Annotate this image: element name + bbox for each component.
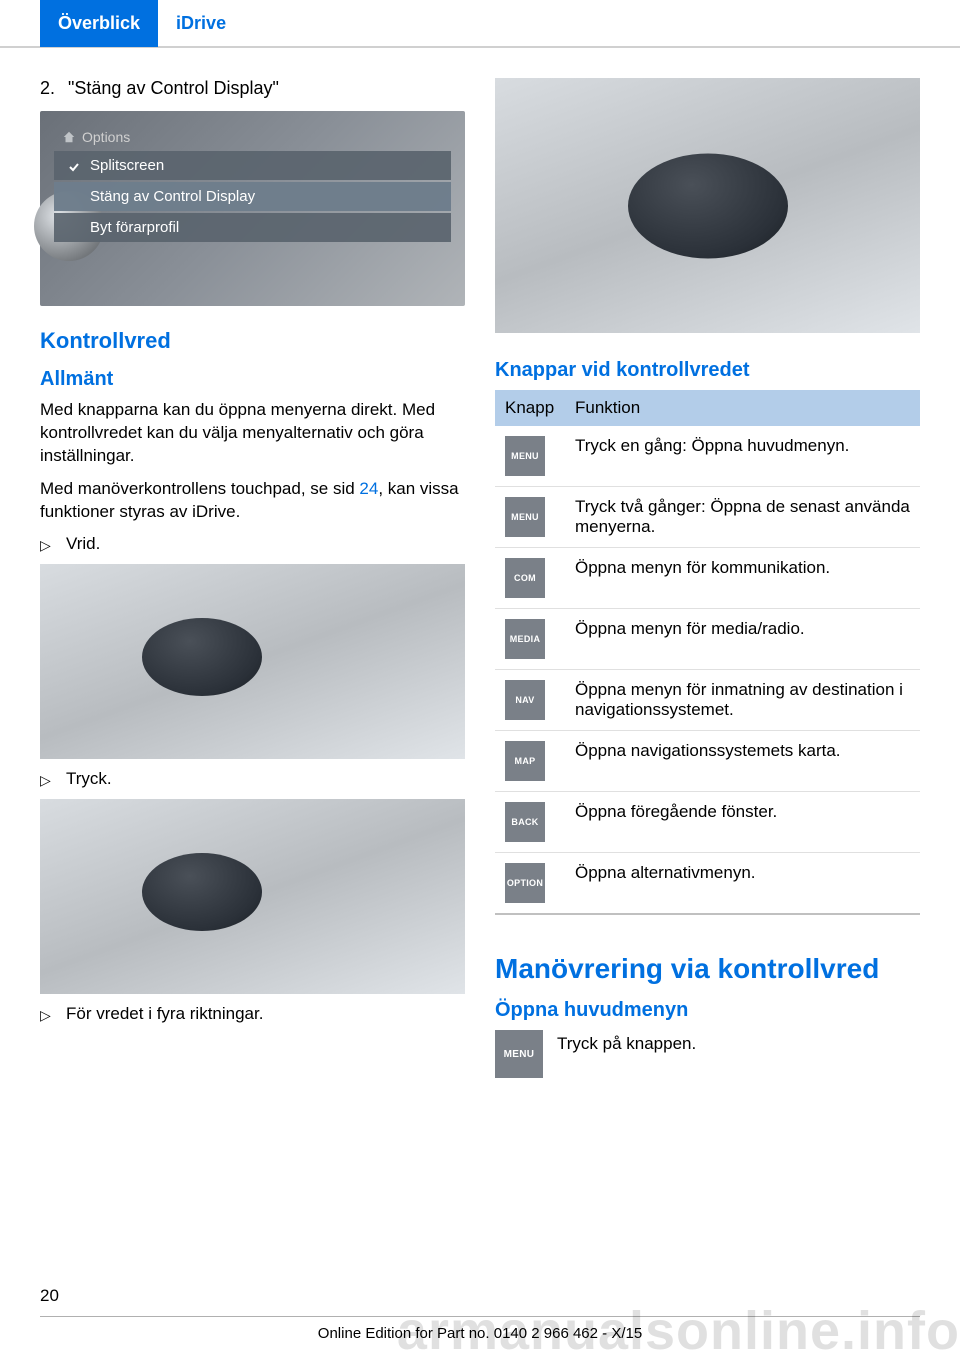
knob-graphic xyxy=(628,153,788,258)
bullet-for: ▷ För vredet i fyra riktningar. xyxy=(40,1004,465,1026)
menu-icon: MENU xyxy=(505,497,545,537)
media-icon: MEDIA xyxy=(505,619,545,659)
col-header-funktion: Funktion xyxy=(565,390,920,426)
bullet-vrid: ▷ Vrid. xyxy=(40,534,465,556)
heading-manovrering: Manövrering via kontrollvred xyxy=(495,953,920,985)
page-footer: 20 Online Edition for Part no. 0140 2 96… xyxy=(40,1286,920,1342)
map-icon: MAP xyxy=(505,741,545,781)
option-label: Splitscreen xyxy=(90,157,164,174)
options-title: Options xyxy=(82,129,130,145)
heading-oppna: Öppna huvudmenyn xyxy=(495,999,920,1022)
menu-icon: MENU xyxy=(495,1030,543,1078)
menu-instruction: MENU Tryck på knappen. xyxy=(495,1030,920,1078)
directions-illustration xyxy=(495,78,920,333)
page-content: 2. "Stäng av Control Display" Options Sp… xyxy=(0,48,960,1078)
bullet-text: Vrid. xyxy=(66,534,100,554)
text-before-link: Med manöverkontrollens touchpad, se sid xyxy=(40,479,359,498)
options-menu: Options Splitscreen Stäng av Control Dis… xyxy=(54,125,451,242)
table-row: MAP Öppna navigationssystemets karta. xyxy=(495,731,920,792)
triangle-bullet-icon: ▷ xyxy=(40,534,66,556)
tryck-illustration xyxy=(40,799,465,994)
row-text: Öppna alternativmenyn. xyxy=(565,853,920,915)
right-column: Knappar vid kontrollvredet Knapp Funktio… xyxy=(495,78,920,1078)
bullet-text: Tryck. xyxy=(66,769,112,789)
table-row: COM Öppna menyn för kommunikation. xyxy=(495,548,920,609)
home-icon xyxy=(62,130,76,144)
option-label: Byt förarprofil xyxy=(90,219,179,236)
heading-kontrollvred: Kontrollvred xyxy=(40,328,465,354)
knob-graphic xyxy=(142,618,262,696)
options-screenshot: Options Splitscreen Stäng av Control Dis… xyxy=(40,111,465,306)
tab-idrive: iDrive xyxy=(158,0,244,47)
heading-knappar: Knappar vid kontrollvredet xyxy=(495,359,920,382)
buttons-table: Knapp Funktion MENU Tryck en gång: Öppna… xyxy=(495,390,920,915)
com-icon: COM xyxy=(505,558,545,598)
row-text: Tryck en gång: Öppna huvudmenyn. xyxy=(565,426,920,487)
option-icon: OPTION xyxy=(505,863,545,903)
nav-icon: NAV xyxy=(505,680,545,720)
row-text: Öppna navigationssystemets karta. xyxy=(565,731,920,792)
step-text: "Stäng av Control Display" xyxy=(68,78,279,99)
menu-icon: MENU xyxy=(505,436,545,476)
option-label: Stäng av Control Display xyxy=(90,188,255,205)
back-icon: BACK xyxy=(505,802,545,842)
table-row: MENU Tryck en gång: Öppna huvudmenyn. xyxy=(495,426,920,487)
triangle-bullet-icon: ▷ xyxy=(40,1004,66,1026)
step-number: 2. xyxy=(40,78,68,99)
page-link-24[interactable]: 24 xyxy=(359,479,378,498)
left-column: 2. "Stäng av Control Display" Options Sp… xyxy=(40,78,465,1078)
paragraph-intro: Med knapparna kan du öppna menyerna dire… xyxy=(40,399,465,468)
options-title-row: Options xyxy=(54,125,451,149)
col-header-knapp: Knapp xyxy=(495,390,565,426)
row-text: Öppna menyn för inmatning av desti­natio… xyxy=(565,670,920,731)
page-header: Överblick iDrive xyxy=(0,0,960,48)
bullet-text: För vredet i fyra riktningar. xyxy=(66,1004,263,1024)
option-splitscreen: Splitscreen xyxy=(54,151,451,180)
edition-text: Online Edition for Part no. 0140 2 966 4… xyxy=(40,1316,920,1342)
triangle-bullet-icon: ▷ xyxy=(40,769,66,791)
row-text: Tryck två gånger: Öppna de senast använd… xyxy=(565,487,920,548)
table-row: MENU Tryck två gånger: Öppna de senast a… xyxy=(495,487,920,548)
heading-allmant: Allmänt xyxy=(40,368,465,391)
bullet-tryck: ▷ Tryck. xyxy=(40,769,465,791)
row-text: Öppna menyn för media/radio. xyxy=(565,609,920,670)
vrid-illustration xyxy=(40,564,465,759)
table-row: OPTION Öppna alternativmenyn. xyxy=(495,853,920,915)
row-text: Öppna menyn för kommunikation. xyxy=(565,548,920,609)
option-turnoff: Stäng av Control Display xyxy=(54,182,451,211)
check-icon xyxy=(68,160,80,172)
table-row: NAV Öppna menyn för inmatning av desti­n… xyxy=(495,670,920,731)
table-row: MEDIA Öppna menyn för media/radio. xyxy=(495,609,920,670)
option-profile: Byt förarprofil xyxy=(54,213,451,242)
step-2: 2. "Stäng av Control Display" xyxy=(40,78,465,99)
knob-graphic xyxy=(142,853,262,931)
table-row: BACK Öppna föregående fönster. xyxy=(495,792,920,853)
row-text: Öppna föregående fönster. xyxy=(565,792,920,853)
menu-text: Tryck på knappen. xyxy=(557,1030,696,1054)
paragraph-touchpad: Med manöverkontrollens touchpad, se sid … xyxy=(40,478,465,524)
page-number: 20 xyxy=(40,1286,920,1306)
tab-overblick: Överblick xyxy=(40,0,158,47)
